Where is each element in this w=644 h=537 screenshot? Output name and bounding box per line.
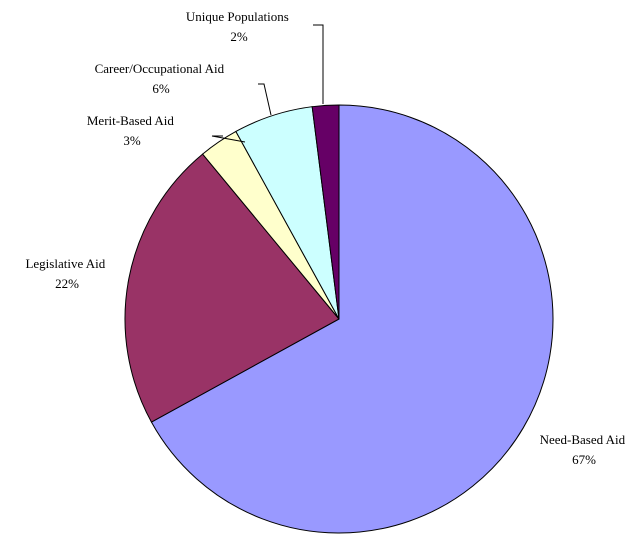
label-need-based-aid: Need-Based Aid 67%: [540, 432, 629, 467]
slice-unique-populations: [311, 104, 340, 320]
leader-unique-populations: [313, 24, 324, 104]
leader-lines: [211, 24, 324, 143]
label-legislative-aid-name: Legislative Aid: [25, 256, 105, 271]
label-career-occupational-aid: Career/Occupational Aid 6%: [95, 61, 228, 96]
label-unique-populations-name: Unique Populations: [186, 9, 289, 24]
label-merit-based-aid-value: 3%: [123, 133, 141, 148]
pie-slices: [124, 104, 554, 534]
label-need-based-aid-value: 67%: [572, 452, 596, 467]
label-legislative-aid: Legislative Aid 22%: [25, 256, 108, 291]
label-unique-populations: Unique Populations 2%: [186, 9, 292, 44]
label-career-occupational-aid-name: Career/Occupational Aid: [95, 61, 225, 76]
label-unique-populations-value: 2%: [230, 29, 248, 44]
slice-legislative-aid: [124, 153, 340, 423]
label-merit-based-aid: Merit-Based Aid 3%: [87, 113, 177, 148]
label-career-occupational-aid-value: 6%: [152, 81, 170, 96]
label-merit-based-aid-name: Merit-Based Aid: [87, 113, 175, 128]
label-legislative-aid-value: 22%: [55, 276, 79, 291]
label-need-based-aid-name: Need-Based Aid: [540, 432, 626, 447]
leader-merit-based-aid: [211, 135, 246, 143]
slice-need-based-aid: [150, 104, 554, 534]
leader-career-occupational-aid: [258, 83, 272, 116]
slice-labels: Need-Based Aid 67% Legislative Aid 22% M…: [25, 9, 629, 467]
